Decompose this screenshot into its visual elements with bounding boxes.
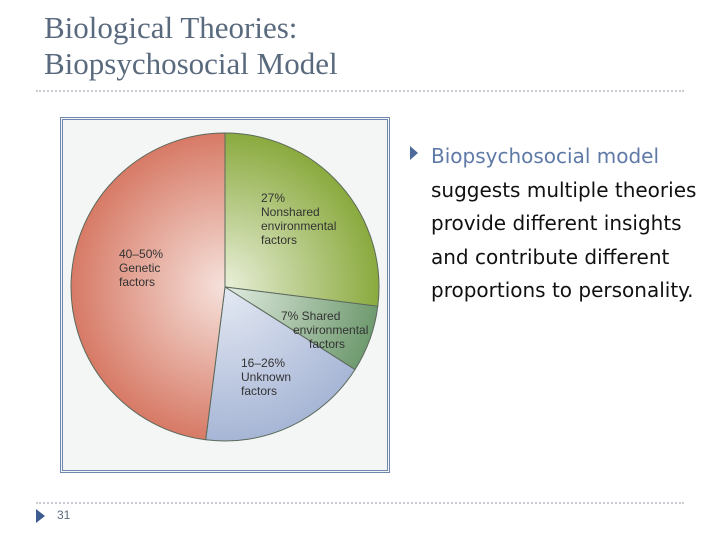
pie-chart-frame: 27% Nonshared environmental factors 7% Share… [60,117,390,473]
bullet-arrow-icon [410,146,418,160]
pie-chart: 27% Nonshared environmental factors 7% Share… [70,132,380,442]
page-number: 31 [57,508,71,522]
bullet-text: Biopsychosocial model suggests multiple … [431,140,700,308]
slide-title-line-2: Biopsychosocial Model [44,46,338,81]
title-divider [36,90,684,92]
slide-title: Biological Theories: Biopsychosocial Mod… [44,10,684,82]
pie-label-shared: 7% Shared environmental factors [281,309,368,351]
pie-slice-unknown [205,286,356,442]
pie-slice-genetic [70,132,226,441]
pie-label-unknown: 16–26% Unknown factors [241,356,291,398]
footer-divider [36,502,684,504]
bullet-highlight: Biopsychosocial model [431,144,660,168]
bullet-point: Biopsychosocial model suggests multiple … [410,140,700,308]
pie-label-nonshared: 27% Nonshared environmental factors [261,191,336,247]
bullet-body: suggests multiple theories provide diffe… [431,177,697,303]
pie-slice-nonshared [224,132,380,307]
pie-label-genetic: 40–50% Genetic factors [119,247,163,289]
slide-title-line-1: Biological Theories: [44,10,298,45]
footer-arrow-icon [36,509,45,523]
